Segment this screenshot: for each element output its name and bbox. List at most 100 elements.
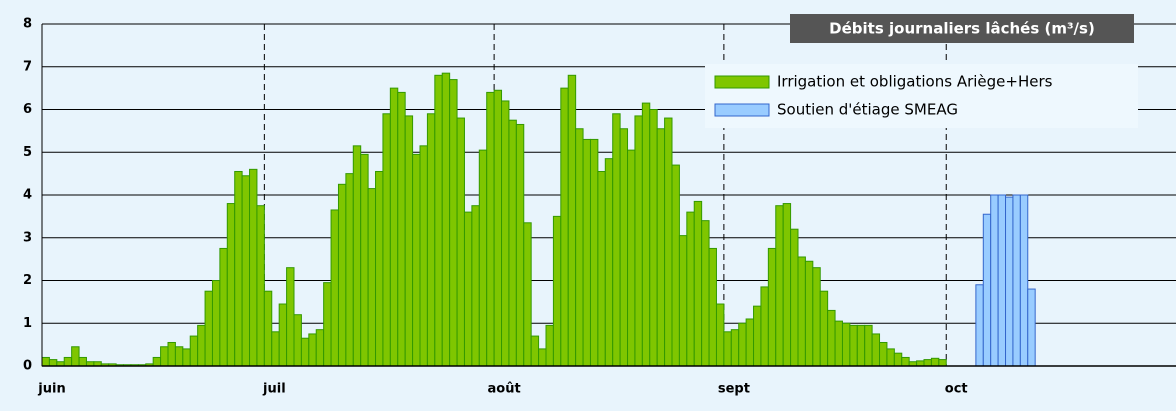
- y-tick-label: 6: [23, 102, 32, 117]
- x-tick-label: oct: [945, 382, 968, 397]
- x-tick-label: août: [488, 382, 521, 397]
- bar: [434, 74, 443, 367]
- bar: [627, 149, 636, 367]
- bar: [686, 211, 695, 367]
- bar: [174, 346, 184, 367]
- bar: [753, 305, 762, 367]
- bar: [404, 115, 414, 367]
- bar: [152, 356, 162, 367]
- bar: [656, 128, 666, 367]
- legend-label: Irrigation et obligations Ariège+Hers: [777, 73, 1053, 91]
- legend-swatch: [714, 75, 770, 89]
- bar: [286, 267, 295, 367]
- bar: [523, 222, 532, 367]
- bar: [493, 89, 503, 367]
- bar: [760, 286, 769, 367]
- bar: [819, 290, 829, 367]
- bar: [197, 324, 206, 367]
- bar: [211, 280, 221, 367]
- bar: [397, 91, 406, 367]
- bar: [879, 341, 888, 367]
- bar: [1005, 196, 1014, 367]
- bar: [345, 173, 354, 367]
- bar: [63, 356, 73, 367]
- bar: [501, 100, 510, 367]
- bar: [219, 247, 228, 367]
- bar: [271, 331, 280, 367]
- bar: [308, 333, 317, 367]
- bar: [189, 335, 199, 367]
- legend-box: [705, 64, 1138, 128]
- bar: [589, 138, 599, 367]
- bar: [478, 149, 488, 367]
- bar: [545, 324, 554, 367]
- legend-swatch: [714, 103, 770, 117]
- bar: [886, 348, 895, 367]
- bar: [471, 205, 480, 367]
- bar: [767, 247, 777, 367]
- bar: [293, 314, 302, 367]
- bar: [515, 123, 525, 367]
- bar: [790, 228, 799, 367]
- bar: [827, 309, 836, 367]
- bar: [738, 322, 747, 367]
- bar: [463, 211, 473, 367]
- x-tick-label: juin: [37, 382, 65, 397]
- bar: [567, 74, 577, 367]
- bar: [982, 213, 992, 367]
- bar: [367, 188, 377, 367]
- bar: [619, 128, 629, 367]
- bar: [701, 220, 710, 367]
- bar: [923, 359, 932, 367]
- bar: [182, 348, 191, 367]
- bar: [323, 282, 332, 367]
- bar: [360, 153, 369, 367]
- y-tick-label: 1: [23, 316, 32, 331]
- bar: [930, 357, 940, 367]
- bar: [160, 346, 169, 367]
- y-tick-label: 0: [23, 359, 32, 374]
- bar: [300, 337, 310, 367]
- bar: [990, 194, 999, 367]
- bar: [71, 346, 80, 367]
- bar: [745, 318, 755, 367]
- bar: [419, 145, 428, 367]
- bar: [530, 335, 540, 367]
- bar: [797, 256, 806, 367]
- bar: [234, 170, 243, 367]
- bar: [871, 333, 881, 367]
- bar: [834, 320, 843, 367]
- bar: [48, 359, 58, 367]
- bar: [241, 175, 251, 367]
- bar: [893, 352, 903, 367]
- bar: [456, 117, 465, 367]
- bar: [263, 290, 273, 367]
- bar: [382, 113, 391, 367]
- bar: [41, 356, 50, 367]
- bar: [597, 170, 606, 367]
- legend-label: Soutien d'étiage SMEAG: [777, 101, 958, 119]
- bar: [412, 153, 421, 367]
- bar: [352, 145, 362, 367]
- bar: [678, 235, 688, 367]
- y-tick-label: 4: [23, 188, 32, 203]
- bar: [249, 168, 258, 367]
- bar: [167, 341, 176, 367]
- bar: [708, 247, 717, 367]
- bar: [1012, 194, 1021, 367]
- bar: [804, 260, 814, 367]
- bar: [389, 87, 399, 367]
- chart-title: Débits journaliers lâchés (m³/s): [829, 20, 1095, 38]
- bar: [560, 87, 569, 367]
- bar: [849, 324, 858, 367]
- bar: [449, 79, 458, 367]
- bar: [997, 194, 1007, 367]
- bar: [78, 356, 87, 367]
- bar: [975, 284, 984, 367]
- bar: [641, 102, 651, 367]
- bar: [604, 158, 614, 367]
- bar: [441, 72, 451, 367]
- bar: [916, 360, 925, 367]
- bar: [901, 356, 910, 367]
- bar: [575, 128, 584, 367]
